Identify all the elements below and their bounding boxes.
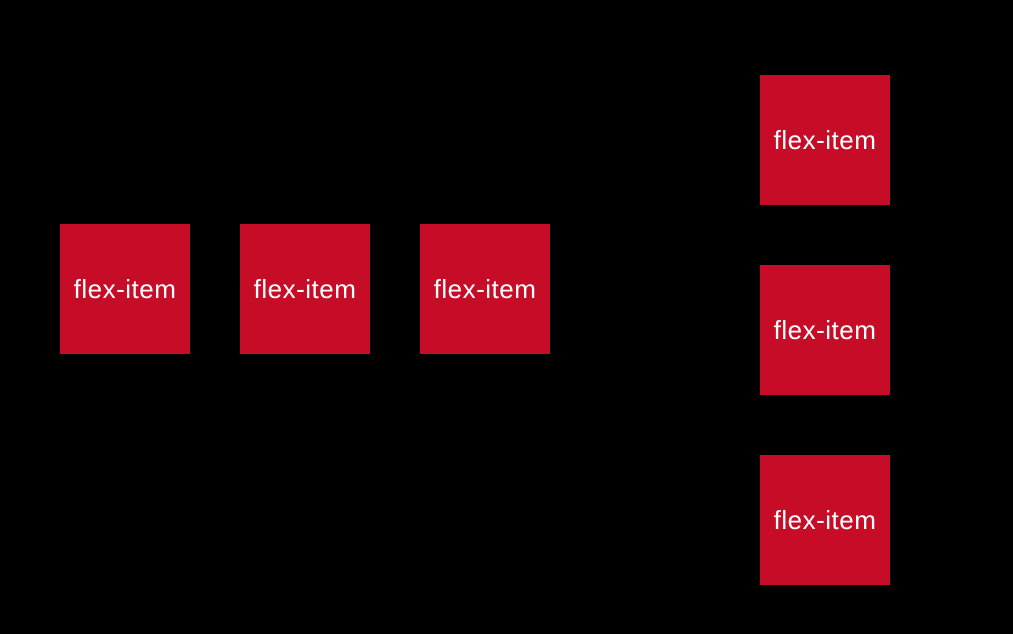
flex-item-label: flex-item <box>254 274 357 305</box>
flex-item-row-2: flex-item <box>240 224 370 354</box>
flex-item-label: flex-item <box>434 274 537 305</box>
flex-item-label: flex-item <box>74 274 177 305</box>
flex-item-col-1: flex-item <box>760 75 890 205</box>
flex-item-row-1: flex-item <box>60 224 190 354</box>
flex-item-label: flex-item <box>774 505 877 536</box>
flex-item-col-3: flex-item <box>760 455 890 585</box>
flex-item-row-3: flex-item <box>420 224 550 354</box>
flex-column-container: flex-item flex-item flex-item <box>760 75 890 585</box>
flex-item-label: flex-item <box>774 315 877 346</box>
flex-item-col-2: flex-item <box>760 265 890 395</box>
flex-item-label: flex-item <box>774 125 877 156</box>
flex-row-container: flex-item flex-item flex-item <box>60 224 550 354</box>
diagram-canvas: flex-item flex-item flex-item flex-item … <box>0 0 1013 634</box>
